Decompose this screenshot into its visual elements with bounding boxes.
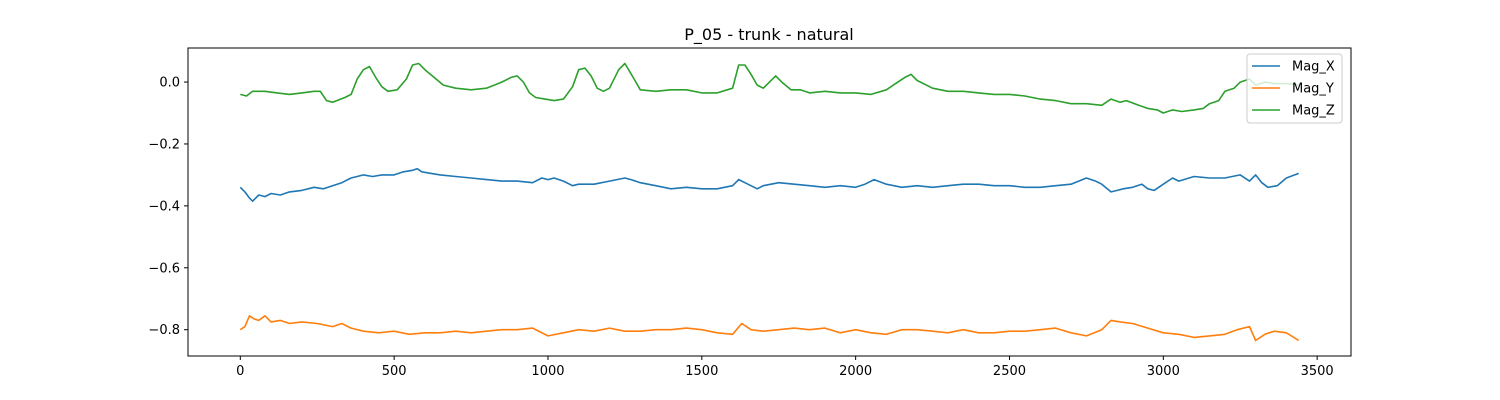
y-tick-label: −0.6 bbox=[148, 261, 180, 276]
y-axis: 0.0 −0.2 −0.4 −0.6 −0.8 bbox=[148, 76, 188, 338]
y-tick-label: 0.0 bbox=[159, 76, 180, 91]
x-tick-label: 3500 bbox=[1301, 364, 1334, 379]
axes-frame bbox=[187, 47, 1352, 357]
y-tick-label: −0.8 bbox=[148, 323, 180, 338]
series-layer bbox=[239, 62, 1300, 342]
chart-title: P_05 - trunk - natural bbox=[684, 25, 853, 45]
y-tick-label: −0.4 bbox=[148, 199, 180, 214]
legend-label-mag-z: Mag_Z bbox=[1292, 104, 1335, 119]
legend-label-mag-y: Mag_Y bbox=[1292, 82, 1334, 97]
legend-label-mag-x: Mag_X bbox=[1292, 60, 1335, 75]
x-tick-label: 2000 bbox=[839, 364, 872, 379]
x-tick-label: 2500 bbox=[993, 364, 1026, 379]
x-tick-label: 500 bbox=[382, 364, 407, 379]
series-line-mag-z bbox=[240, 62, 1299, 114]
legend: Mag_X Mag_Y Mag_Z bbox=[1246, 53, 1343, 124]
x-tick-label: 1000 bbox=[531, 364, 564, 379]
x-tick-label: 1500 bbox=[685, 364, 718, 379]
plot-area: 0 500 1000 1500 2000 2500 3000 3500 0.0 −0.2 −0.4… bbox=[148, 47, 1352, 379]
series-line-mag-y bbox=[239, 314, 1300, 342]
legend-box bbox=[1246, 53, 1343, 124]
y-tick-label: −0.2 bbox=[148, 137, 180, 152]
series-line-mag-x bbox=[239, 167, 1299, 202]
x-axis: 0 500 1000 1500 2000 2500 3000 3500 bbox=[236, 356, 1334, 379]
x-tick-label: 0 bbox=[236, 364, 244, 379]
x-tick-label: 3000 bbox=[1147, 364, 1180, 379]
